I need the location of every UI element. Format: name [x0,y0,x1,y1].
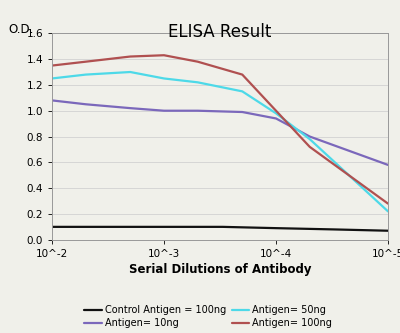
X-axis label: Serial Dilutions of Antibody: Serial Dilutions of Antibody [129,263,311,276]
Text: ELISA Result: ELISA Result [168,23,272,41]
Legend: Control Antigen = 100ng, Antigen= 10ng, Antigen= 50ng, Antigen= 100ng: Control Antigen = 100ng, Antigen= 10ng, … [84,305,332,328]
Text: O.D.: O.D. [8,23,33,36]
